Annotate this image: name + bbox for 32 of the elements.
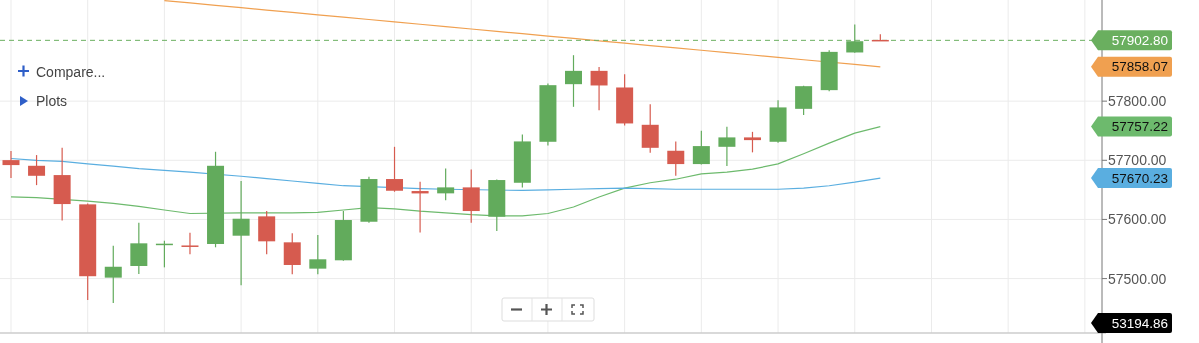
- candlestick: [28, 154, 46, 186]
- candlestick: [104, 245, 122, 304]
- text: 57670.23: [1111, 170, 1168, 186]
- candlestick: [309, 234, 327, 275]
- candlestick: [181, 232, 199, 255]
- y-tick-label: 57700.00: [1108, 152, 1167, 169]
- y-tick-label: 57500.00: [1108, 270, 1167, 287]
- annotation: Plots: [36, 93, 68, 109]
- candlestick: [437, 167, 455, 201]
- candlestick: [130, 222, 148, 275]
- candlestick: [2, 150, 20, 179]
- candlestick: [590, 66, 608, 111]
- line-series: [163, 0, 881, 68]
- candlestick: [462, 168, 480, 224]
- y-tick-label: 57600.00: [1108, 211, 1167, 228]
- candlestick: [795, 85, 813, 116]
- candlestick: [565, 54, 582, 108]
- candlestick: [232, 180, 250, 286]
- candlestick: [283, 232, 301, 275]
- candlestick: [718, 126, 736, 167]
- candlestick: [692, 130, 710, 166]
- text: 57858.07: [1111, 59, 1168, 75]
- text: 53194.86: [1111, 315, 1168, 331]
- ref-line-label: 57902.80: [1111, 32, 1168, 48]
- annotation: Compare...: [36, 63, 106, 80]
- line-series: [10, 125, 881, 217]
- candlestick: [386, 146, 404, 193]
- y-tick-label: 57800.00: [1108, 93, 1167, 110]
- candlestick: [667, 140, 685, 177]
- text: 57757.22: [1111, 119, 1168, 135]
- candlestick: [743, 131, 761, 153]
- candlestick: [641, 103, 659, 154]
